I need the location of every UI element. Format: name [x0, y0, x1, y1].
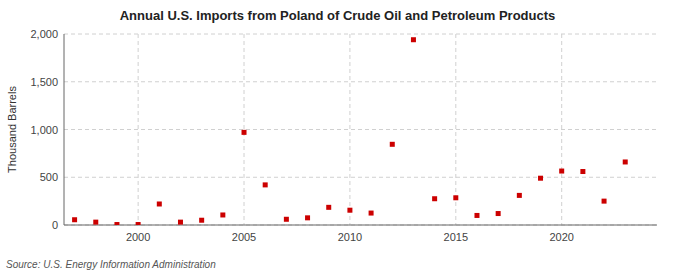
- point: [326, 205, 331, 210]
- point: [369, 211, 374, 216]
- point: [93, 220, 98, 225]
- x-grid-line: [561, 34, 562, 225]
- point: [347, 208, 352, 213]
- y-axis: 0 500 1,000 1,500 2,000: [30, 28, 64, 231]
- point: [496, 211, 501, 216]
- x-axis: 2000 2005 2010 2015 2020: [64, 225, 657, 243]
- point: [411, 37, 416, 42]
- point: [474, 213, 479, 218]
- point: [453, 195, 458, 200]
- point: [220, 212, 225, 217]
- point: [305, 215, 310, 220]
- point: [623, 159, 628, 164]
- point: [114, 222, 119, 225]
- x-tick-label: 2010: [338, 231, 362, 243]
- point: [178, 220, 183, 225]
- y-axis-label: Thousand Barrels: [6, 86, 18, 173]
- point: [136, 222, 141, 225]
- source-note: Source: U.S. Energy Information Administ…: [6, 259, 216, 270]
- point: [580, 169, 585, 174]
- point: [559, 169, 564, 174]
- point: [432, 196, 437, 201]
- x-tick-label: 2000: [126, 231, 150, 243]
- point: [602, 199, 607, 204]
- title: Annual U.S. Imports from Poland of Crude…: [120, 8, 556, 23]
- point: [263, 182, 268, 187]
- y-tick-label: 2,000: [30, 28, 58, 40]
- y-grid-line: [64, 129, 657, 130]
- points: [72, 37, 628, 225]
- x-grid-line: [244, 34, 245, 225]
- x-axis-line: [64, 225, 657, 226]
- y-grid-line: [64, 177, 657, 178]
- point: [284, 217, 289, 222]
- x-grid-line: [138, 34, 139, 225]
- grid: [64, 34, 657, 225]
- point: [72, 217, 77, 222]
- y-tick-label: 1,000: [30, 124, 58, 136]
- point: [199, 218, 204, 223]
- point: [390, 142, 395, 147]
- y-axis-line: [64, 34, 65, 225]
- y-grid-line: [64, 34, 657, 35]
- point: [157, 201, 162, 206]
- y-tick-label: 500: [40, 171, 58, 183]
- chart: Annual U.S. Imports from Poland of Crude…: [0, 0, 675, 275]
- chart-container: Annual U.S. Imports from Poland of Crude…: [0, 0, 675, 275]
- x-grid-line: [349, 34, 350, 225]
- point: [517, 193, 522, 198]
- x-tick-label: 2020: [549, 231, 573, 243]
- y-grid-line: [64, 225, 657, 226]
- y-tick-label: 0: [52, 219, 58, 231]
- x-tick-label: 2015: [444, 231, 468, 243]
- point: [242, 130, 247, 135]
- y-grid-line: [64, 81, 657, 82]
- y-tick-label: 1,500: [30, 76, 58, 88]
- point: [538, 176, 543, 181]
- x-tick-label: 2005: [232, 231, 256, 243]
